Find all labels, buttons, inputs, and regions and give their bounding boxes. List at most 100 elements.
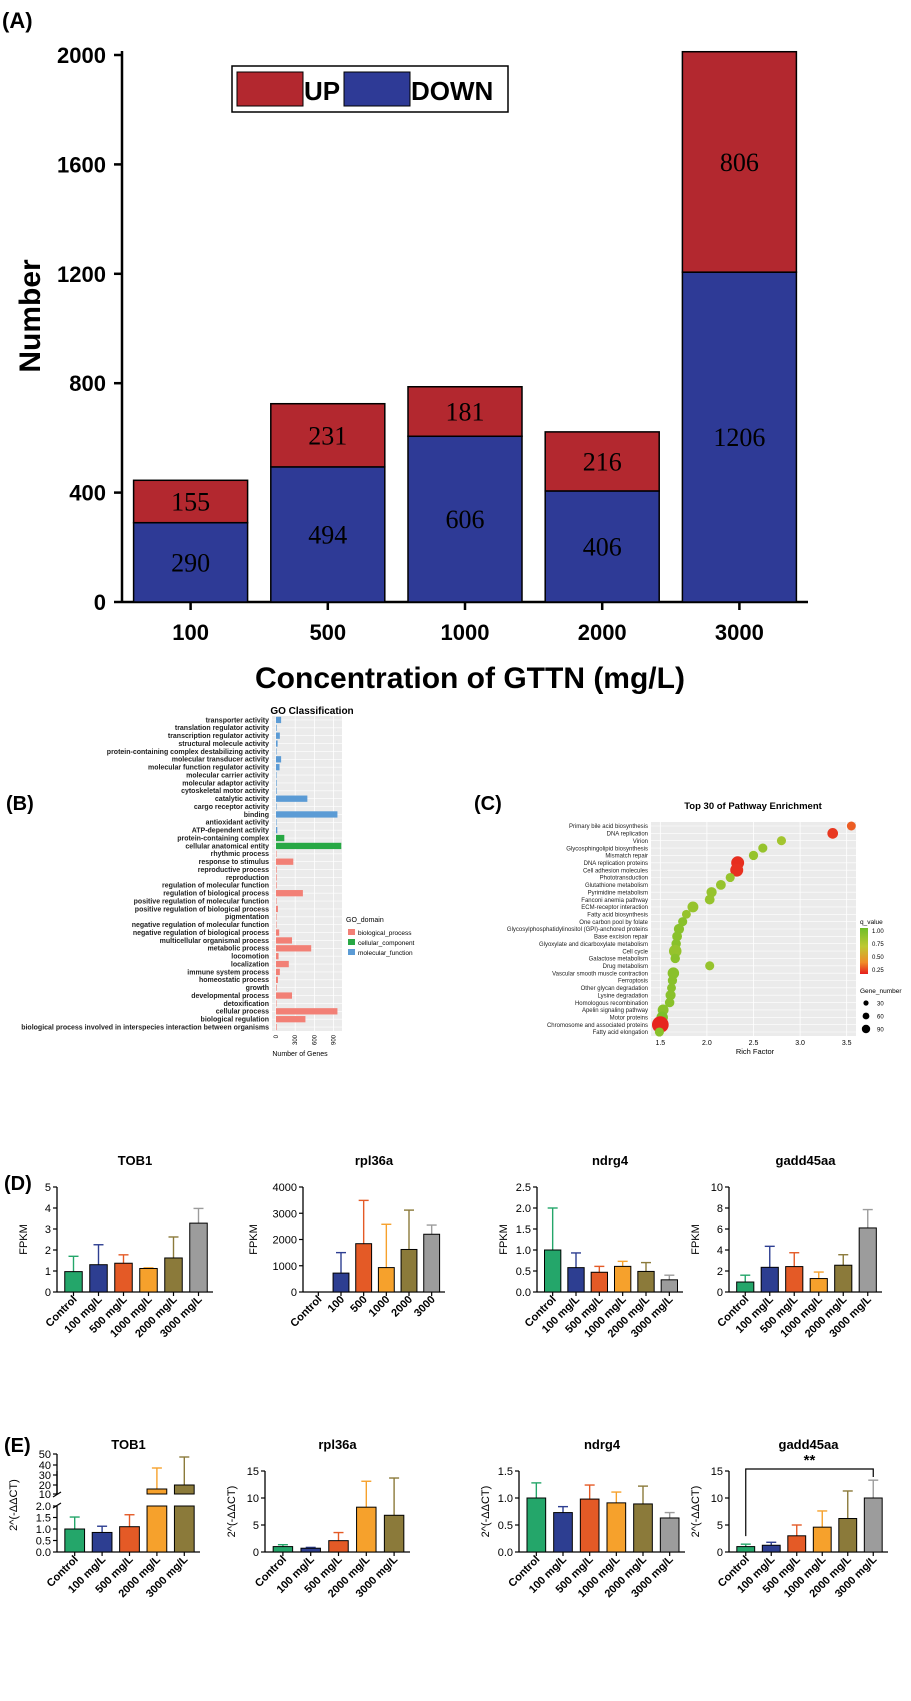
bar — [579, 1498, 600, 1553]
pathway-label: Vascular smooth muscle contraction — [552, 971, 648, 977]
category-label: developmental process — [191, 993, 269, 1000]
bar — [164, 1257, 183, 1293]
category-label: structural molecule activity — [178, 741, 269, 748]
y-axis-title: Number — [14, 259, 47, 373]
y-tick-label: 1200 — [57, 262, 106, 287]
y-axis-title: FPKM — [18, 1224, 30, 1255]
y-tick-label: 30 — [39, 1470, 51, 1482]
bar — [761, 1544, 781, 1553]
bar — [189, 1222, 208, 1293]
category-label: protein-containing complex destabilizing… — [107, 749, 269, 756]
category-label: regulation of molecular function — [162, 883, 269, 890]
y-tick-label: 8 — [717, 1203, 723, 1215]
bar — [544, 1249, 562, 1293]
bar — [736, 1546, 756, 1553]
legend-label: cellular_component — [358, 940, 415, 947]
legend-swatch-up — [236, 71, 304, 107]
x-tick-label: 1000 — [441, 620, 490, 645]
panel-b-go-classification-chart: GO Classification 0 300 600 900 transporter a… — [21, 706, 414, 1058]
bar — [637, 1270, 655, 1293]
enrichment-point — [667, 975, 678, 986]
panel-a-stacked-bar-chart: 0 400 800 1200 1600 2000 290 155 100 494 231 500 606… — [14, 43, 808, 695]
enrichment-point — [665, 990, 676, 1001]
x-tick-label: 900 — [332, 1034, 338, 1045]
y-axis-title: FPKM — [690, 1224, 702, 1255]
bar — [614, 1265, 632, 1293]
category-label: reproductive process — [198, 867, 269, 874]
panel-label-b: (B) — [6, 793, 34, 815]
x-tick-label: 2.5 — [749, 1040, 759, 1047]
legend-swatch — [348, 929, 355, 935]
color-legend-tick: 0.75 — [872, 942, 884, 948]
y-tick-label: 1600 — [57, 152, 106, 177]
y-tick-label: 6 — [717, 1224, 723, 1236]
bar — [760, 1266, 779, 1293]
go-bar — [276, 945, 312, 952]
y-tick-label: 0.0 — [498, 1547, 513, 1559]
color-legend-bar — [860, 928, 868, 974]
y-tick-label: 20 — [39, 1480, 51, 1492]
go-bar — [276, 1023, 277, 1031]
enrichment-point — [715, 879, 726, 890]
x-tick-label: 0 — [274, 1034, 280, 1038]
go-bar — [276, 890, 303, 897]
chart-title: TOB1 — [111, 1437, 145, 1452]
go-bar — [276, 803, 277, 810]
y-tick-label: 1.0 — [498, 1493, 513, 1505]
y-tick-label: 50 — [39, 1449, 51, 1461]
y-tick-label: 0.5 — [516, 1266, 531, 1278]
category-label: molecular function regulator activity — [148, 765, 269, 772]
bar — [139, 1267, 158, 1293]
go-bar — [276, 921, 277, 928]
category-label: transporter activity — [206, 717, 270, 724]
y-tick-label: 5 — [717, 1520, 723, 1532]
size-legend-tick: 90 — [877, 1028, 884, 1034]
go-bar — [276, 748, 277, 755]
category-label: negative regulation of biological proces… — [133, 930, 269, 937]
category-label: detoxification — [223, 1001, 269, 1008]
go-bar — [276, 724, 277, 731]
y-tick-label: 15 — [711, 1466, 723, 1478]
enrichment-point — [687, 901, 699, 913]
enrichment-point — [725, 872, 735, 883]
go-bar — [276, 819, 277, 826]
chart-title: GO Classification — [270, 706, 353, 717]
bar — [590, 1271, 609, 1293]
y-tick-label: 0 — [253, 1547, 259, 1559]
bar — [64, 1271, 83, 1293]
category-label: localization — [231, 961, 269, 968]
y-tick-label: 40 — [39, 1460, 51, 1472]
bar — [736, 1281, 755, 1293]
legend-swatch-down — [343, 71, 411, 107]
category-label: metabolic process — [208, 946, 270, 953]
go-bar — [276, 811, 338, 818]
data-label-up: 806 — [720, 148, 759, 177]
go-bar — [276, 1008, 338, 1015]
bar — [300, 1547, 321, 1553]
panel-c-pathway-enrichment-chart: Top 30 of Pathway Enrichment 1.5 2.0 2.5 3.0… — [507, 801, 902, 1056]
category-label: biological regulation — [201, 1017, 269, 1024]
category-label: positive regulation of biological proces… — [135, 906, 269, 913]
legend-label: molecular_function — [358, 950, 413, 957]
bar — [119, 1526, 140, 1553]
go-bar — [276, 787, 277, 794]
x-tick-label: 1000 — [367, 1294, 393, 1320]
category-label: regulation of biological process — [163, 891, 269, 898]
x-tick-label: 1.5 — [655, 1040, 665, 1047]
category-label: protein-containing complex — [177, 835, 269, 842]
category-label: catalytic activity — [215, 796, 269, 803]
pathway-label: Fatty acid elongation — [593, 1030, 648, 1036]
y-tick-label: 10 — [711, 1493, 723, 1505]
y-tick-label: 0 — [717, 1287, 723, 1299]
enrichment-point — [672, 931, 682, 942]
y-axis-title: 2^(-ΔΔCT) — [690, 1486, 702, 1538]
bar — [272, 1546, 294, 1553]
legend-label-down: DOWN — [411, 76, 493, 106]
pathway-label: Fatty acid biosynthesis — [587, 912, 648, 918]
category-label: negative regulation of molecular functio… — [132, 922, 269, 929]
x-tick-label: 600 — [312, 1034, 318, 1045]
pathway-label: Glycosphingolipid biosynthesis — [566, 846, 648, 852]
pathway-label: Pyrimidine metabolism — [588, 890, 648, 896]
y-tick-label: 1.5 — [498, 1466, 513, 1478]
